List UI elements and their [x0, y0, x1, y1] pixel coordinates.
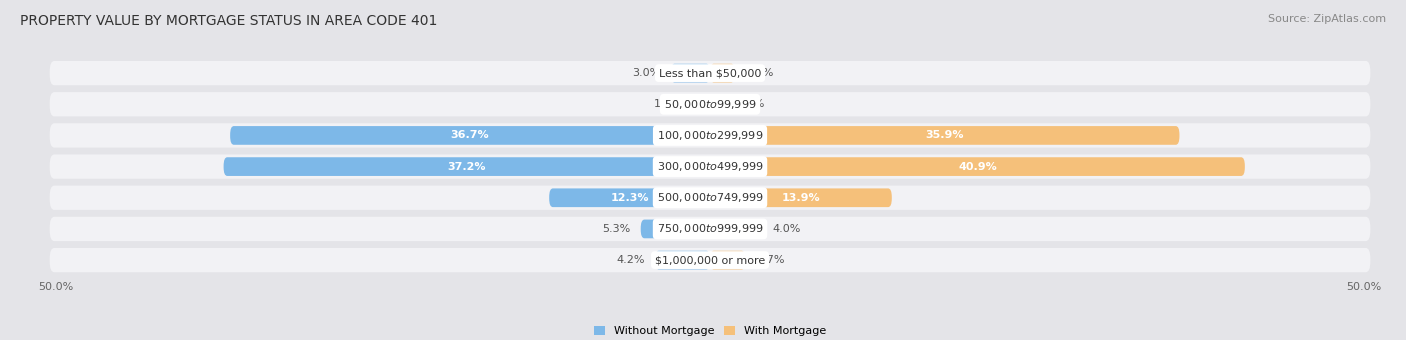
Text: PROPERTY VALUE BY MORTGAGE STATUS IN AREA CODE 401: PROPERTY VALUE BY MORTGAGE STATUS IN ARE…: [20, 14, 437, 28]
FancyBboxPatch shape: [224, 157, 710, 176]
Legend: Without Mortgage, With Mortgage: Without Mortgage, With Mortgage: [595, 326, 825, 336]
Text: 1.3%: 1.3%: [654, 99, 682, 109]
FancyBboxPatch shape: [550, 188, 710, 207]
FancyBboxPatch shape: [693, 95, 710, 114]
FancyBboxPatch shape: [710, 251, 745, 269]
FancyBboxPatch shape: [641, 220, 710, 238]
Text: Less than $50,000: Less than $50,000: [659, 68, 761, 78]
Text: $1,000,000 or more: $1,000,000 or more: [655, 255, 765, 265]
FancyBboxPatch shape: [49, 217, 1371, 241]
Text: 36.7%: 36.7%: [451, 131, 489, 140]
FancyBboxPatch shape: [710, 64, 735, 83]
Text: 2.7%: 2.7%: [756, 255, 785, 265]
Text: 35.9%: 35.9%: [925, 131, 965, 140]
FancyBboxPatch shape: [710, 220, 762, 238]
FancyBboxPatch shape: [231, 126, 710, 145]
FancyBboxPatch shape: [49, 248, 1371, 272]
Text: 0.69%: 0.69%: [730, 99, 765, 109]
Text: 13.9%: 13.9%: [782, 193, 820, 203]
Text: $500,000 to $749,999: $500,000 to $749,999: [657, 191, 763, 204]
Text: 37.2%: 37.2%: [447, 162, 486, 172]
FancyBboxPatch shape: [49, 154, 1371, 179]
FancyBboxPatch shape: [710, 126, 1180, 145]
Text: 5.3%: 5.3%: [602, 224, 630, 234]
FancyBboxPatch shape: [710, 157, 1244, 176]
Text: 1.9%: 1.9%: [745, 68, 773, 78]
FancyBboxPatch shape: [49, 123, 1371, 148]
FancyBboxPatch shape: [49, 92, 1371, 116]
Text: $100,000 to $299,999: $100,000 to $299,999: [657, 129, 763, 142]
Text: 4.0%: 4.0%: [773, 224, 801, 234]
Text: Source: ZipAtlas.com: Source: ZipAtlas.com: [1268, 14, 1386, 23]
Text: 40.9%: 40.9%: [957, 162, 997, 172]
Text: 4.2%: 4.2%: [616, 255, 644, 265]
FancyBboxPatch shape: [671, 64, 710, 83]
Text: 12.3%: 12.3%: [610, 193, 648, 203]
FancyBboxPatch shape: [655, 251, 710, 269]
FancyBboxPatch shape: [49, 61, 1371, 85]
FancyBboxPatch shape: [710, 95, 718, 114]
Text: $750,000 to $999,999: $750,000 to $999,999: [657, 222, 763, 235]
Text: $300,000 to $499,999: $300,000 to $499,999: [657, 160, 763, 173]
FancyBboxPatch shape: [710, 188, 891, 207]
Text: $50,000 to $99,999: $50,000 to $99,999: [664, 98, 756, 111]
FancyBboxPatch shape: [49, 186, 1371, 210]
Text: 3.0%: 3.0%: [633, 68, 661, 78]
